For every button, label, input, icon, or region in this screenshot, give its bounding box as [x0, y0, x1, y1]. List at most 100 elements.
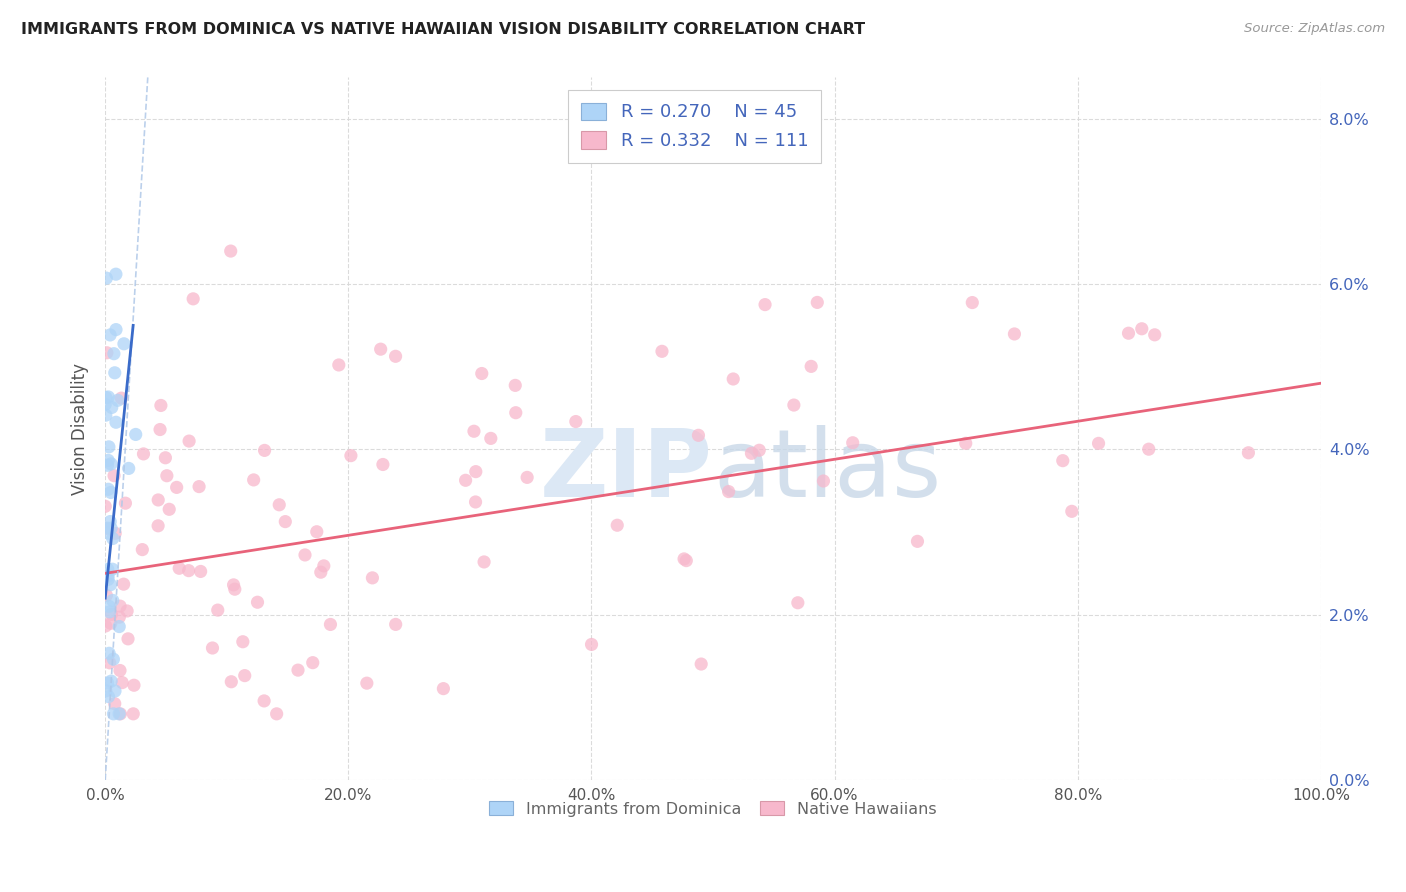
Point: [110, 706, 132, 721]
Point: [356, 676, 378, 690]
Point: [157, 502, 180, 516]
Point: [471, 367, 494, 381]
Point: [479, 431, 502, 445]
Point: [104, 684, 127, 698]
Point: [108, 610, 131, 624]
Point: [97, 690, 120, 704]
Point: [472, 555, 495, 569]
Text: Source: ZipAtlas.com: Source: ZipAtlas.com: [1244, 22, 1385, 36]
Point: [242, 473, 264, 487]
Point: [100, 485, 122, 500]
Point: [104, 415, 127, 429]
Point: [108, 706, 131, 721]
Text: ZIP: ZIP: [540, 425, 713, 516]
Point: [748, 443, 770, 458]
Point: [955, 436, 977, 450]
Point: [188, 480, 211, 494]
Point: [98, 599, 121, 614]
Point: [100, 401, 122, 415]
Point: [201, 640, 224, 655]
Point: [117, 632, 139, 646]
Point: [103, 652, 125, 666]
Point: [104, 697, 127, 711]
Point: [717, 484, 740, 499]
Point: [94, 391, 117, 405]
Point: [108, 619, 131, 633]
Point: [100, 577, 122, 591]
Point: [132, 447, 155, 461]
Point: [98, 605, 121, 619]
Point: [96, 458, 118, 473]
Point: [101, 593, 124, 607]
Point: [107, 393, 129, 408]
Point: [464, 495, 486, 509]
Point: [269, 498, 291, 512]
Point: [97, 483, 120, 497]
Point: [167, 561, 190, 575]
Point: [675, 553, 697, 567]
Point: [207, 603, 229, 617]
Point: [253, 694, 276, 708]
Point: [1118, 326, 1140, 341]
Point: [454, 473, 477, 487]
Point: [94, 521, 117, 535]
Point: [806, 295, 828, 310]
Point: [319, 617, 342, 632]
Point: [1143, 327, 1166, 342]
Point: [384, 617, 406, 632]
Point: [361, 571, 384, 585]
Point: [516, 470, 538, 484]
Point: [100, 607, 122, 622]
Point: [274, 515, 297, 529]
Point: [96, 271, 118, 285]
Point: [98, 327, 121, 342]
Point: [754, 297, 776, 311]
Point: [115, 604, 138, 618]
Point: [155, 450, 177, 465]
Point: [103, 347, 125, 361]
Point: [266, 706, 288, 721]
Point: [1137, 442, 1160, 457]
Point: [156, 468, 179, 483]
Point: [309, 565, 332, 579]
Point: [97, 562, 120, 576]
Point: [841, 435, 863, 450]
Point: [122, 706, 145, 721]
Point: [565, 415, 588, 429]
Point: [370, 342, 392, 356]
Point: [673, 552, 696, 566]
Point: [98, 515, 121, 529]
Point: [962, 295, 984, 310]
Point: [122, 678, 145, 692]
Point: [907, 534, 929, 549]
Point: [112, 336, 135, 351]
Point: [149, 399, 172, 413]
Point: [312, 558, 335, 573]
Point: [1087, 436, 1109, 450]
Point: [104, 366, 127, 380]
Point: [108, 599, 131, 614]
Point: [740, 446, 762, 460]
Point: [114, 496, 136, 510]
Point: [1060, 504, 1083, 518]
Point: [94, 619, 117, 633]
Point: [783, 398, 806, 412]
Point: [98, 656, 121, 670]
Point: [96, 521, 118, 535]
Point: [190, 565, 212, 579]
Point: [301, 656, 323, 670]
Point: [103, 468, 125, 483]
Point: [340, 449, 363, 463]
Point: [96, 345, 118, 359]
Point: [294, 548, 316, 562]
Point: [94, 500, 117, 514]
Text: IMMIGRANTS FROM DOMINICA VS NATIVE HAWAIIAN VISION DISABILITY CORRELATION CHART: IMMIGRANTS FROM DOMINICA VS NATIVE HAWAI…: [21, 22, 865, 37]
Point: [101, 532, 124, 546]
Point: [221, 674, 243, 689]
Point: [287, 663, 309, 677]
Point: [721, 372, 744, 386]
Point: [96, 588, 118, 602]
Point: [104, 267, 127, 281]
Point: [98, 646, 121, 660]
Point: [581, 637, 603, 651]
